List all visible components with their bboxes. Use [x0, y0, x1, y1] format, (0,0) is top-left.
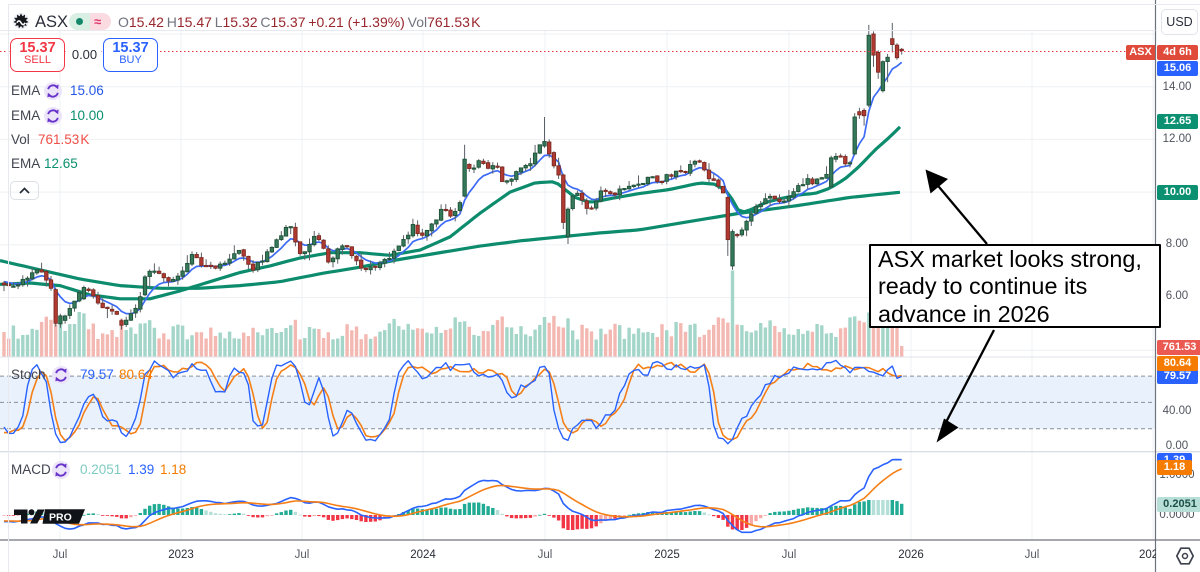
svg-text:PRO: PRO [49, 512, 72, 524]
